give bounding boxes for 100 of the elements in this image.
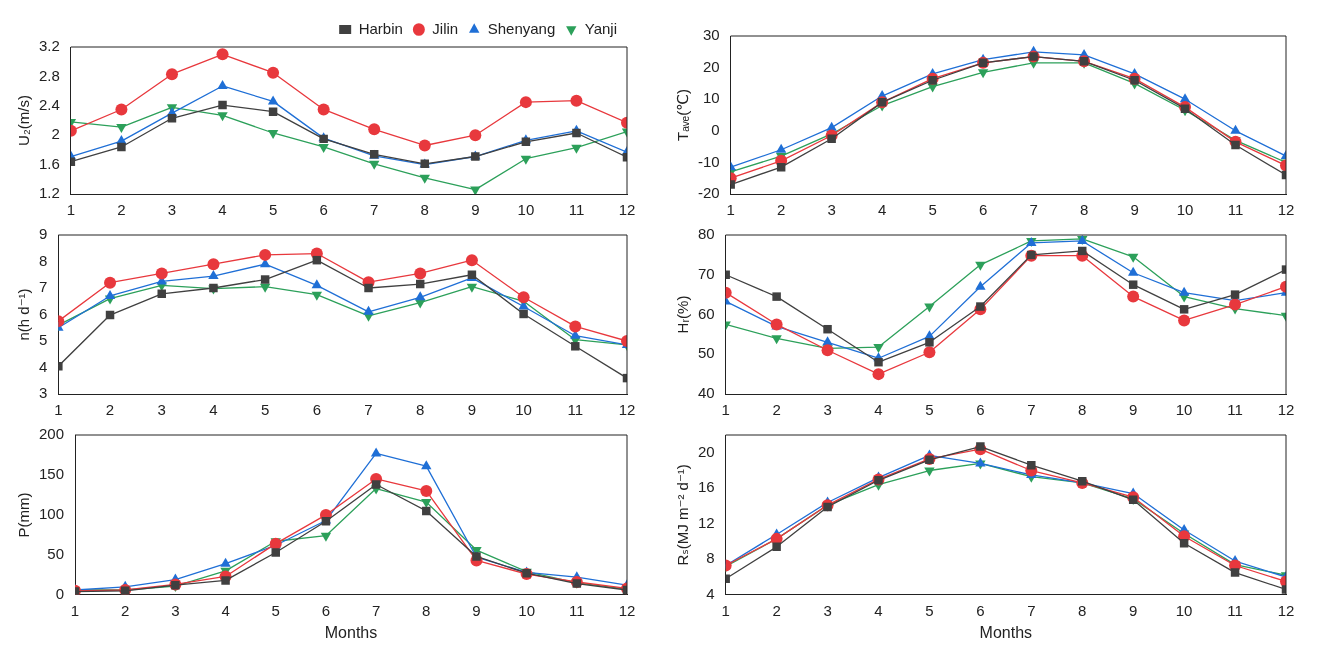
- y-tick-label: 1.2: [38, 184, 60, 202]
- x-tick-label: 3: [823, 401, 832, 419]
- x-tick-label: 1: [70, 601, 80, 619]
- y-axis-title: U₂(m/s): [15, 95, 33, 146]
- x-tick-label: 9: [472, 601, 481, 619]
- y-tick-label: 0: [711, 120, 720, 138]
- x-tick-label: 11: [569, 601, 585, 619]
- y-tick-label: 20: [698, 442, 715, 460]
- x-tick-label: 12: [1277, 201, 1295, 219]
- x-tick-label: 2: [776, 201, 786, 219]
- x-tick-label: 6: [976, 601, 985, 619]
- y-tick-label: 50: [47, 544, 65, 562]
- x-tick-label: 8: [1079, 201, 1089, 219]
- y-tick-label: 12: [698, 513, 715, 531]
- x-tick-label: 7: [364, 401, 373, 419]
- x-axis-title: Months: [324, 623, 378, 641]
- x-tick-label: 2: [117, 201, 126, 219]
- x-tick-label: 8: [1078, 601, 1087, 619]
- y-tick-label: 4: [706, 584, 715, 602]
- x-tick-label: 6: [319, 201, 328, 219]
- x-axis-title: Months: [979, 623, 1033, 641]
- x-tick-label: 4: [221, 601, 230, 619]
- x-tick-label: 8: [416, 401, 425, 419]
- y-tick-label: 0: [55, 584, 65, 602]
- y-tick-label: 3: [39, 384, 48, 402]
- x-tick-label: 7: [1027, 401, 1036, 419]
- x-tick-label: 6: [321, 601, 331, 619]
- x-tick-label: 11: [1227, 401, 1243, 419]
- x-tick-label: 10: [517, 201, 535, 219]
- x-tick-label: 10: [515, 401, 532, 419]
- y-tick-label: 10: [702, 89, 720, 107]
- x-tick-label: 1: [726, 201, 735, 219]
- x-tick-label: 10: [1175, 601, 1193, 619]
- x-tick-label: 7: [1027, 601, 1036, 619]
- y-tick-label: 2: [51, 125, 60, 143]
- x-tick-label: 7: [370, 201, 379, 219]
- x-tick-label: 7: [1029, 201, 1038, 219]
- x-tick-label: 11: [1227, 201, 1244, 219]
- y-tick-label: 50: [698, 344, 715, 362]
- y-tick-label: 30: [702, 26, 720, 44]
- y-axis-title: P(mm): [15, 492, 33, 538]
- x-tick-label: 3: [171, 601, 180, 619]
- y-tick-label: 80: [698, 225, 715, 243]
- y-tick-label: 4: [39, 357, 48, 375]
- x-tick-label: 11: [568, 201, 585, 219]
- y-tick-label: 2.8: [38, 66, 60, 84]
- x-tick-label: 5: [925, 601, 934, 619]
- y-axis-title: Tₐᵥₑ(℃): [674, 89, 692, 141]
- legend-label: Harbin: [358, 19, 403, 37]
- x-tick-label: 9: [1129, 601, 1138, 619]
- y-tick-label: 7: [39, 278, 48, 296]
- x-tick-label: 12: [1277, 401, 1295, 419]
- x-tick-label: 2: [772, 601, 781, 619]
- y-tick-label: 9: [39, 225, 48, 243]
- x-tick-label: 9: [471, 201, 480, 219]
- x-tick-label: 1: [721, 601, 730, 619]
- x-tick-label: 6: [978, 201, 988, 219]
- y-tick-label: 150: [39, 465, 65, 483]
- legend-label: Shenyang: [487, 19, 556, 37]
- legend-label: Jilin: [432, 19, 459, 37]
- x-tick-label: 7: [371, 601, 381, 619]
- x-tick-label: 5: [260, 401, 270, 419]
- x-tick-label: 11: [1227, 601, 1243, 619]
- y-tick-label: 3.2: [38, 37, 60, 55]
- y-tick-label: -20: [697, 184, 720, 202]
- y-tick-label: 70: [698, 264, 715, 282]
- legend-label: Yanji: [584, 19, 618, 37]
- y-tick-label: -10: [697, 152, 720, 170]
- x-tick-label: 5: [268, 201, 278, 219]
- x-tick-label: 1: [721, 401, 730, 419]
- x-tick-label: 3: [157, 401, 166, 419]
- x-tick-label: 12: [1277, 601, 1295, 619]
- x-tick-label: 4: [209, 401, 218, 419]
- y-axis-title: Hᵣ(%): [674, 295, 692, 334]
- x-tick-label: 1: [66, 201, 76, 219]
- x-tick-label: 3: [823, 601, 832, 619]
- x-tick-label: 3: [827, 201, 836, 219]
- x-tick-label: 4: [874, 401, 883, 419]
- x-tick-label: 10: [518, 601, 535, 619]
- y-tick-label: 5: [39, 331, 48, 349]
- x-tick-label: 4: [218, 201, 227, 219]
- x-tick-label: 8: [420, 201, 429, 219]
- x-tick-label: 8: [1078, 401, 1087, 419]
- x-tick-label: 3: [167, 201, 177, 219]
- x-tick-label: 12: [618, 201, 636, 219]
- x-tick-label: 5: [928, 201, 937, 219]
- x-tick-label: 4: [874, 601, 883, 619]
- x-tick-label: 9: [467, 401, 477, 419]
- x-tick-label: 12: [618, 401, 636, 419]
- y-tick-label: 20: [702, 57, 720, 75]
- x-tick-label: 9: [1130, 201, 1139, 219]
- y-tick-label: 6: [39, 304, 48, 322]
- x-tick-label: 10: [1176, 201, 1194, 219]
- x-tick-label: 8: [422, 601, 431, 619]
- y-tick-label: 40: [698, 384, 715, 402]
- x-tick-label: 1: [54, 401, 63, 419]
- x-tick-label: 2: [105, 401, 115, 419]
- x-tick-label: 6: [312, 401, 321, 419]
- x-tick-label: 12: [618, 601, 636, 619]
- x-tick-label: 5: [271, 601, 280, 619]
